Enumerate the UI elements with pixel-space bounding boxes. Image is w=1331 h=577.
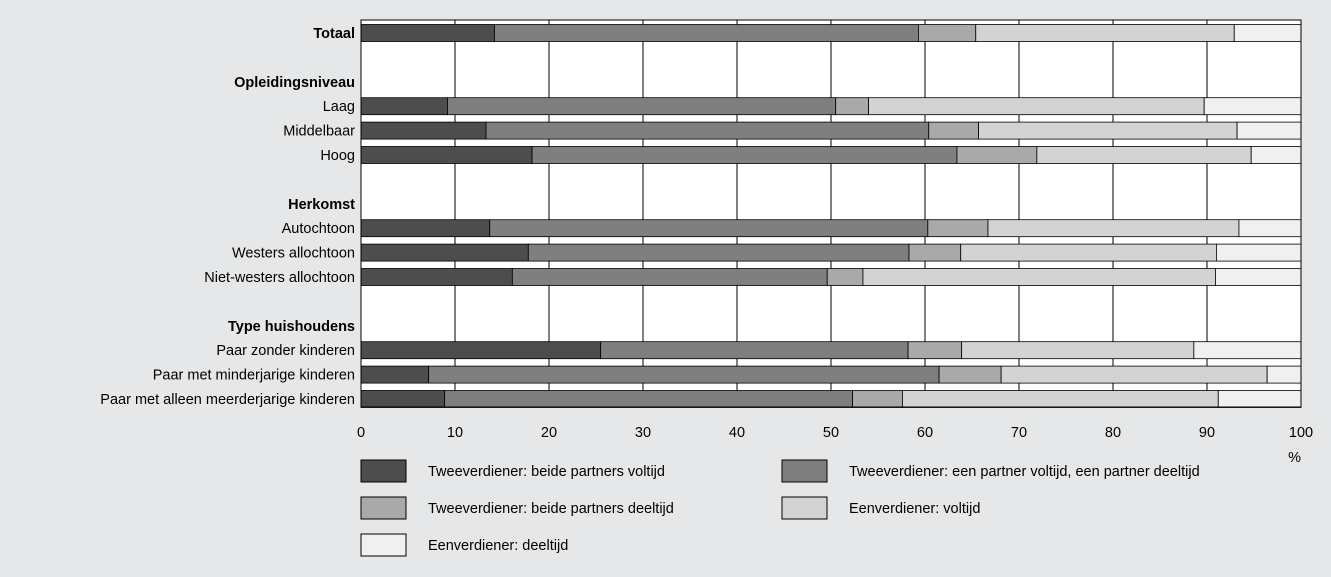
bar-segment <box>1217 390 1302 408</box>
bar-segment <box>444 390 854 408</box>
bar-segment <box>908 243 962 262</box>
bar-segment <box>360 243 529 262</box>
bar-segment <box>1193 341 1302 360</box>
x-tick-label: 30 <box>635 425 651 441</box>
bar-segment <box>360 341 602 360</box>
bar-segment <box>600 341 909 360</box>
group-header-label: Type huishoudens <box>228 319 355 335</box>
bar-segment <box>1250 146 1302 164</box>
legend-swatch <box>781 459 828 483</box>
category-label: Paar zonder kinderen <box>216 343 355 359</box>
bar-segment <box>1238 219 1302 238</box>
bar-segment <box>1036 146 1252 164</box>
bar-segment <box>1266 365 1302 384</box>
bar-segment <box>1203 97 1302 116</box>
category-label: Autochtoon <box>282 221 355 237</box>
category-label: Hoog <box>320 148 355 164</box>
x-tick-label: 70 <box>1011 425 1027 441</box>
category-label: Paar met alleen meerderjarige kinderen <box>100 392 355 408</box>
x-tick-label: 100 <box>1289 425 1313 441</box>
bars-group <box>360 24 1302 408</box>
bar-segment <box>360 365 430 384</box>
bar-segment <box>494 24 919 42</box>
bar-segment <box>862 268 1216 286</box>
x-tick-label: 40 <box>729 425 745 441</box>
bar-segment <box>918 24 977 42</box>
bar-segment <box>927 219 989 238</box>
bar-segment <box>902 390 1219 408</box>
legend-swatch <box>360 533 407 557</box>
category-label: Middelbaar <box>283 124 355 140</box>
group-header-label: Opleidingsniveau <box>234 75 355 91</box>
legend-label: Tweeverdiener: beide partners deeltijd <box>428 501 674 517</box>
bar-segment <box>360 146 533 164</box>
bar-segment <box>852 390 903 408</box>
bar-segment <box>360 24 495 42</box>
group-header-label: Herkomst <box>288 197 355 213</box>
category-label: Laag <box>323 99 355 115</box>
x-axis-ticks: 0 10 20 30 40 50 60 70 80 90 100 <box>357 425 1313 441</box>
row-labels: Totaal Opleidingsniveau Laag Middelbaar Hoog… <box>100 26 355 408</box>
bar-segment <box>1216 243 1302 262</box>
bar-segment <box>960 243 1217 262</box>
bar-segment <box>956 146 1038 164</box>
x-axis-unit-label: % <box>1288 450 1301 466</box>
bar-segment <box>531 146 958 164</box>
group-header-label: Totaal <box>313 26 355 42</box>
bar-segment <box>360 219 491 238</box>
plot-frame <box>360 19 1302 408</box>
legend-swatch <box>360 496 407 520</box>
bar-segment <box>485 121 930 140</box>
legend-swatch <box>781 496 828 520</box>
bar-segment <box>928 121 979 140</box>
legend-label: Eenverdiener: voltijd <box>849 501 980 517</box>
legend: Tweeverdiener: beide partners voltijd Twe… <box>360 459 1200 557</box>
x-tick-label: 80 <box>1105 425 1121 441</box>
bar-segment <box>447 97 837 116</box>
bar-segment <box>360 268 513 286</box>
category-label: Niet-westers allochtoon <box>204 270 355 286</box>
category-label: Westers allochtoon <box>232 246 355 262</box>
bar-segment <box>975 24 1235 42</box>
bar-segment <box>1233 24 1302 42</box>
bar-segment <box>868 97 1205 116</box>
bar-segment <box>826 268 864 286</box>
bar-segment <box>907 341 963 360</box>
legend-label: Tweeverdiener: beide partners voltijd <box>428 464 665 480</box>
x-tick-label: 10 <box>447 425 463 441</box>
legend-label: Tweeverdiener: een partner voltijd, een … <box>849 464 1200 480</box>
x-tick-label: 0 <box>357 425 365 441</box>
category-label: Paar met minderjarige kinderen <box>153 368 355 384</box>
bar-segment <box>527 243 910 262</box>
bar-segment <box>1215 268 1302 286</box>
bar-segment <box>360 121 487 140</box>
legend-swatch <box>360 459 407 483</box>
bar-segment <box>428 365 940 384</box>
x-tick-label: 90 <box>1199 425 1215 441</box>
bar-segment <box>511 268 828 286</box>
x-tick-label: 20 <box>541 425 557 441</box>
bar-segment <box>489 219 929 238</box>
bar-segment <box>360 390 446 408</box>
bar-segment <box>987 219 1240 238</box>
bar-segment <box>1236 121 1302 140</box>
bar-segment <box>938 365 1002 384</box>
x-tick-label: 60 <box>917 425 933 441</box>
legend-label: Eenverdiener: deeltijd <box>428 538 568 554</box>
bar-segment <box>1000 365 1268 384</box>
x-tick-label: 50 <box>823 425 839 441</box>
bar-segment <box>978 121 1238 140</box>
bar-segment <box>835 97 870 116</box>
bar-segment <box>961 341 1195 360</box>
bar-segment <box>360 97 448 116</box>
